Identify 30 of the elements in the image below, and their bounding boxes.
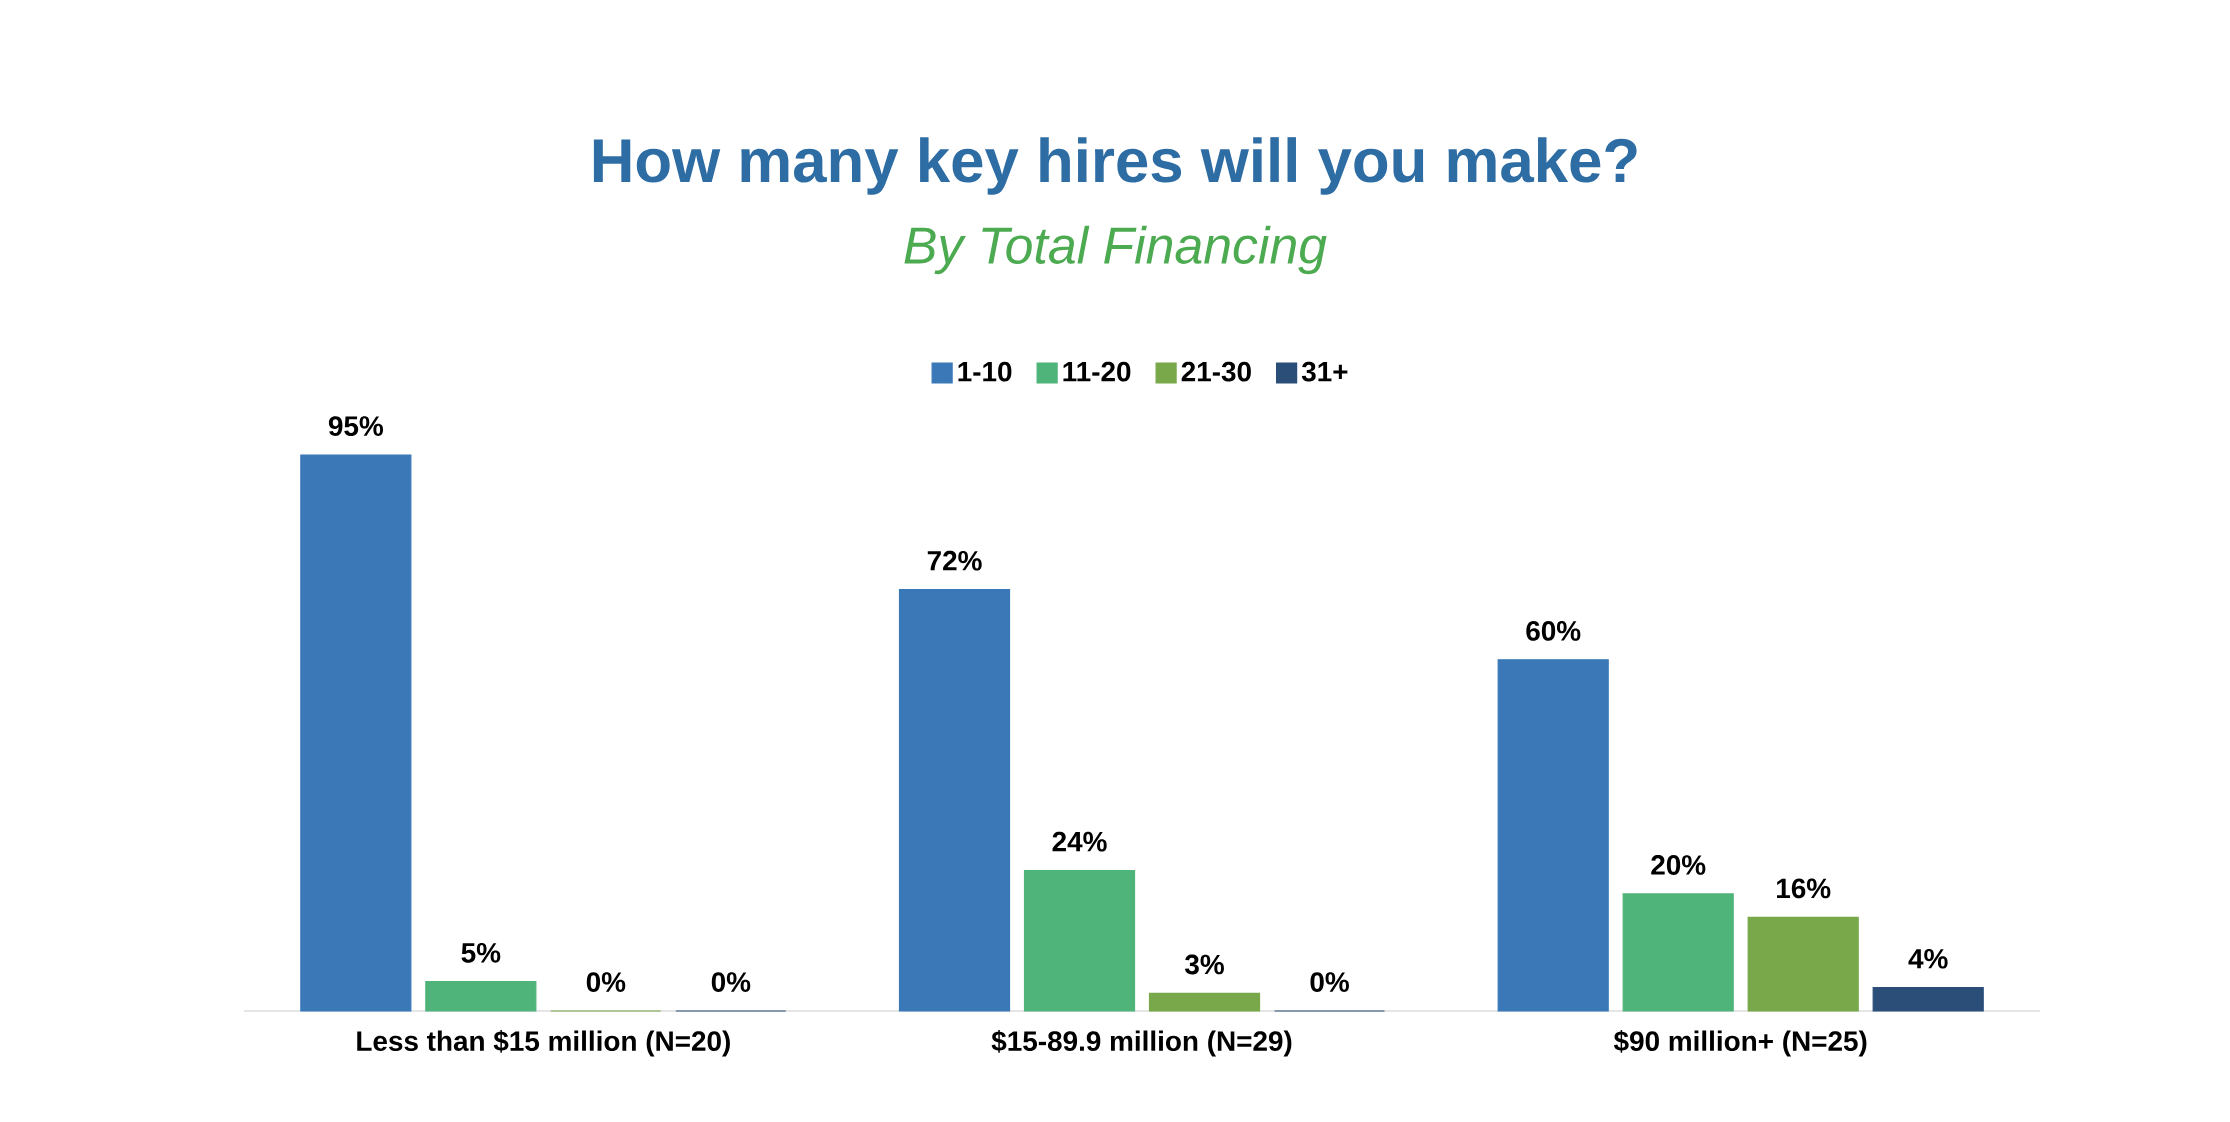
data-label: 20% [1651,855,1706,875]
bar [898,589,1011,1012]
bar [1747,916,1859,1012]
bar [1872,986,1984,1012]
x-tick-label: $15-89.9 million (N=29) [991,1030,1292,1057]
data-label: 0% [711,972,751,992]
data-label: 24% [1052,831,1107,852]
legend-label: 31+ [1301,361,1348,382]
data-label: 0% [1310,972,1349,992]
bar [425,981,537,1012]
legend-label: 1-10 [958,361,1012,382]
data-label: 16% [1777,878,1831,899]
data-label: 72% [927,550,982,571]
data-label: 60% [1526,621,1581,641]
data-label: 5% [461,943,501,963]
bar [300,454,412,1012]
legend-label: 11-20 [1063,361,1131,382]
bar [1023,869,1136,1012]
data-label: 3% [1184,954,1224,975]
bar [1497,659,1609,1012]
bar [1148,992,1261,1012]
data-label: 0% [586,972,626,992]
legend-label: 21-30 [1181,361,1251,382]
data-label: 4% [1908,948,1948,969]
x-tick-label: Less than $15 million (N=20) [357,1030,730,1057]
bar [1622,893,1734,1012]
x-tick-label: $90 million+ (N=25) [1613,1030,1867,1057]
data-label: 95% [328,416,384,436]
chart-title: How many key hires will you make? [593,137,1637,195]
chart-subtitle: By Total Financing [904,225,1327,275]
